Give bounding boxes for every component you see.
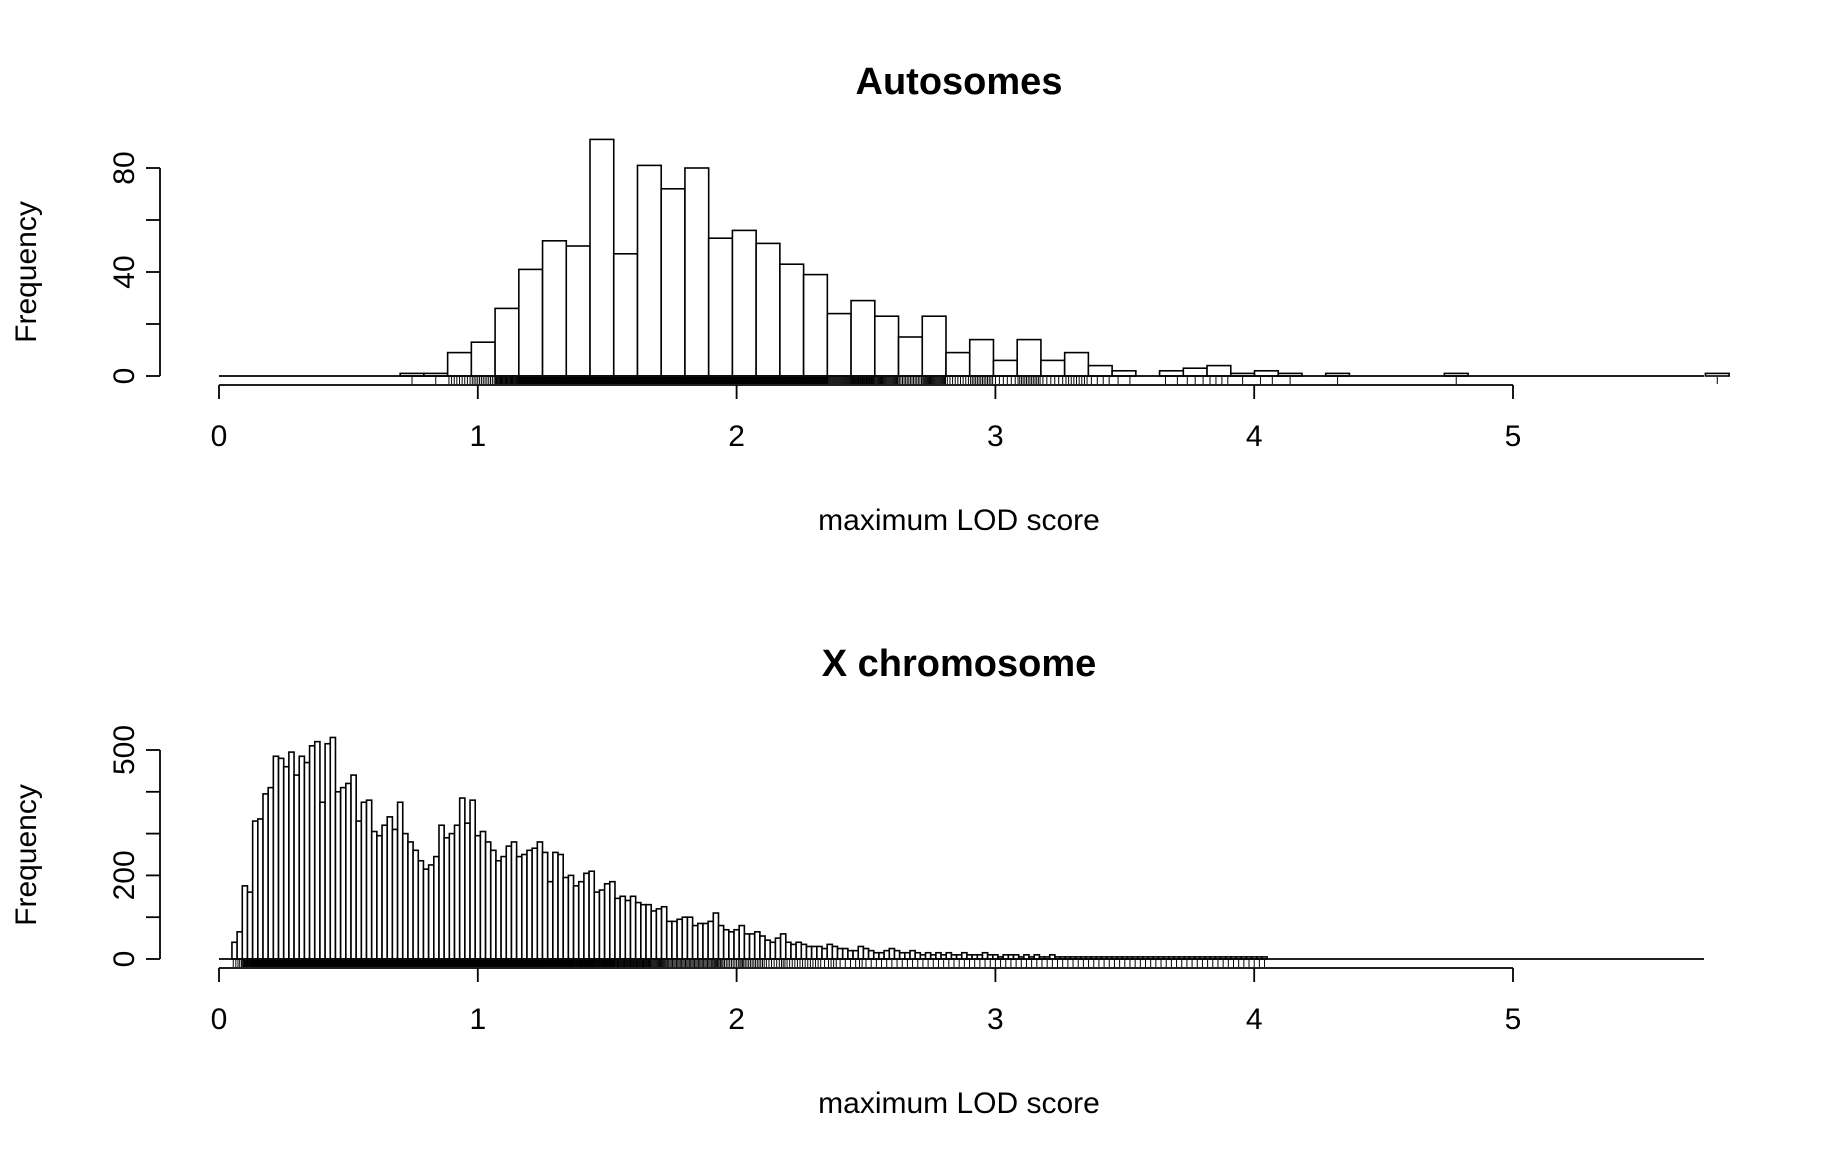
histogram-bar xyxy=(731,229,757,377)
histogram-bar xyxy=(826,312,852,377)
histogram-bar xyxy=(1087,364,1113,377)
histogram-bar xyxy=(945,351,971,377)
histogram-bar xyxy=(636,164,663,377)
x-chromosome-title: X chromosome xyxy=(822,643,1097,685)
y-tick-label: 0 xyxy=(108,368,141,385)
x-chromosome-ylabel: Frequency xyxy=(10,784,43,926)
autosomes-xlabel: maximum LOD score xyxy=(818,504,1100,537)
autosomes-rug xyxy=(411,377,1718,384)
histogram-bar xyxy=(1016,338,1042,377)
x-tick-label: 5 xyxy=(1505,420,1522,453)
histogram-bar xyxy=(1206,364,1232,377)
histogram-bar xyxy=(541,240,568,377)
autosomes-y-axis: 0 40 80 xyxy=(108,151,161,385)
x-chromosome-xlabel: maximum LOD score xyxy=(818,1087,1100,1120)
x-tick-label: 2 xyxy=(728,420,745,453)
autosomes-panel: Autosomes Frequency maximum LOD score 0 1… xyxy=(10,61,1730,537)
histogram-bar xyxy=(446,351,473,377)
histogram-bar xyxy=(660,188,686,377)
y-tick-label: 80 xyxy=(108,151,141,184)
x-tick-label: 4 xyxy=(1246,420,1263,453)
histogram-bar xyxy=(1182,367,1208,377)
x-chromosome-y-axis: 0 200 500 xyxy=(108,725,161,968)
histogram-bar xyxy=(684,167,710,377)
histogram-bar xyxy=(1040,359,1066,377)
histogram-bar xyxy=(612,253,639,377)
x-tick-label: 3 xyxy=(987,1003,1004,1036)
x-chromosome-panel: X chromosome Frequency maximum LOD score… xyxy=(10,643,1704,1120)
x-tick-label: 2 xyxy=(728,1003,745,1036)
x-tick-label: 5 xyxy=(1505,1003,1522,1036)
x-tick-label: 0 xyxy=(211,420,228,453)
x-chromosome-bars xyxy=(219,736,1704,960)
autosomes-bars xyxy=(219,138,1730,377)
x-tick-label: 1 xyxy=(469,420,486,453)
autosomes-ylabel: Frequency xyxy=(10,201,43,343)
histogram-bar xyxy=(1704,372,1730,377)
histogram-bar xyxy=(518,268,544,377)
histogram-bar xyxy=(968,338,995,377)
y-tick-label: 0 xyxy=(108,951,141,968)
histogram-bar xyxy=(897,336,924,377)
autosomes-x-axis: 0 1 2 3 4 5 xyxy=(211,384,1522,453)
histogram-bar xyxy=(873,315,900,377)
x-chromosome-x-axis: 0 1 2 3 4 5 xyxy=(211,967,1522,1036)
x-tick-label: 1 xyxy=(469,1003,486,1036)
histogram-bar xyxy=(992,359,1018,377)
histogram-bar xyxy=(707,237,734,377)
histogram-bar xyxy=(470,341,496,377)
histogram-bar xyxy=(779,263,805,377)
x-chromosome-rug xyxy=(232,960,1266,967)
histogram-bar xyxy=(589,138,615,377)
x-tick-label: 0 xyxy=(211,1003,228,1036)
histogram-bar xyxy=(921,315,947,377)
y-tick-label: 40 xyxy=(108,255,141,288)
histogram-bar xyxy=(755,242,781,377)
histogram-bar xyxy=(1063,351,1090,377)
y-tick-label: 200 xyxy=(108,850,141,900)
autosomes-title: Autosomes xyxy=(856,61,1063,103)
x-tick-label: 3 xyxy=(987,420,1004,453)
x-tick-label: 4 xyxy=(1246,1003,1263,1036)
histogram-bar xyxy=(565,245,591,377)
histogram-bar xyxy=(802,273,829,377)
y-tick-label: 500 xyxy=(108,725,141,775)
histogram-bar xyxy=(494,307,520,377)
histogram-bar xyxy=(850,299,876,377)
